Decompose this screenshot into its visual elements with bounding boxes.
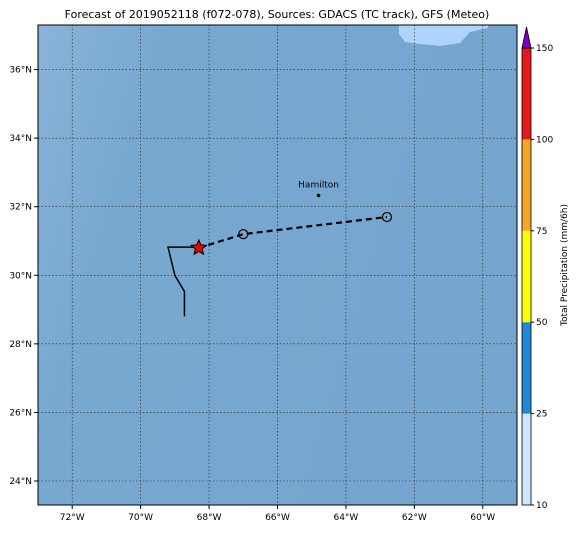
storm-position xyxy=(189,238,208,256)
y-tick-label: 28°N xyxy=(9,340,32,350)
x-tick-label: 72°W xyxy=(60,513,85,523)
x-tick-label: 66°W xyxy=(265,513,290,523)
colorbar-tick-label: 10 xyxy=(536,501,548,511)
colorbar-segment xyxy=(522,322,531,414)
colorbar-tick-label: 25 xyxy=(536,410,547,420)
y-tick-label: 24°N xyxy=(9,477,32,487)
colorbar-extend xyxy=(521,26,532,49)
colorbar-segment xyxy=(522,230,531,323)
y-tick-label: 34°N xyxy=(9,134,32,144)
x-tick-label: 64°W xyxy=(333,513,358,523)
colorbar-label: Total Precipitation (mm/6h) xyxy=(560,204,570,327)
x-tick-label: 62°W xyxy=(402,513,427,523)
y-tick-label: 36°N xyxy=(9,66,32,76)
map-title: Forecast of 2019052118 (f072-078), Sourc… xyxy=(65,8,490,21)
precip-area xyxy=(399,25,488,46)
x-tick-label: 70°W xyxy=(128,513,153,523)
forecast-point xyxy=(238,229,249,240)
x-tick-label: 60°W xyxy=(470,513,495,523)
colorbar-tick-label: 150 xyxy=(536,44,553,54)
place-label: Hamilton xyxy=(298,180,339,190)
colorbar-segment xyxy=(522,48,531,140)
ocean xyxy=(38,25,517,505)
x-tick-label: 68°W xyxy=(197,513,222,523)
colorbar-segment xyxy=(522,139,531,231)
track-line xyxy=(167,246,199,317)
forecast-point xyxy=(381,211,393,223)
y-tick-label: 26°N xyxy=(9,408,32,418)
colorbar-frame xyxy=(521,47,532,506)
colorbar-tick-label: 75 xyxy=(536,227,547,237)
y-tick-label: 30°N xyxy=(9,271,32,281)
plot-layer: Hamilton xyxy=(38,25,517,505)
y-tick-label: 32°N xyxy=(9,203,32,213)
track-line xyxy=(198,215,388,249)
colorbar-tick-label: 50 xyxy=(536,318,548,328)
overlay-layer: 72°W 70°W 68°W 66°W 64°W 62°W 60°W 24°N 26°N 28°N… xyxy=(9,66,495,523)
place-dot xyxy=(316,193,321,198)
colorbar-tick-label: 100 xyxy=(536,135,553,145)
map-frame xyxy=(37,24,518,506)
colorbar-segment xyxy=(522,413,531,505)
